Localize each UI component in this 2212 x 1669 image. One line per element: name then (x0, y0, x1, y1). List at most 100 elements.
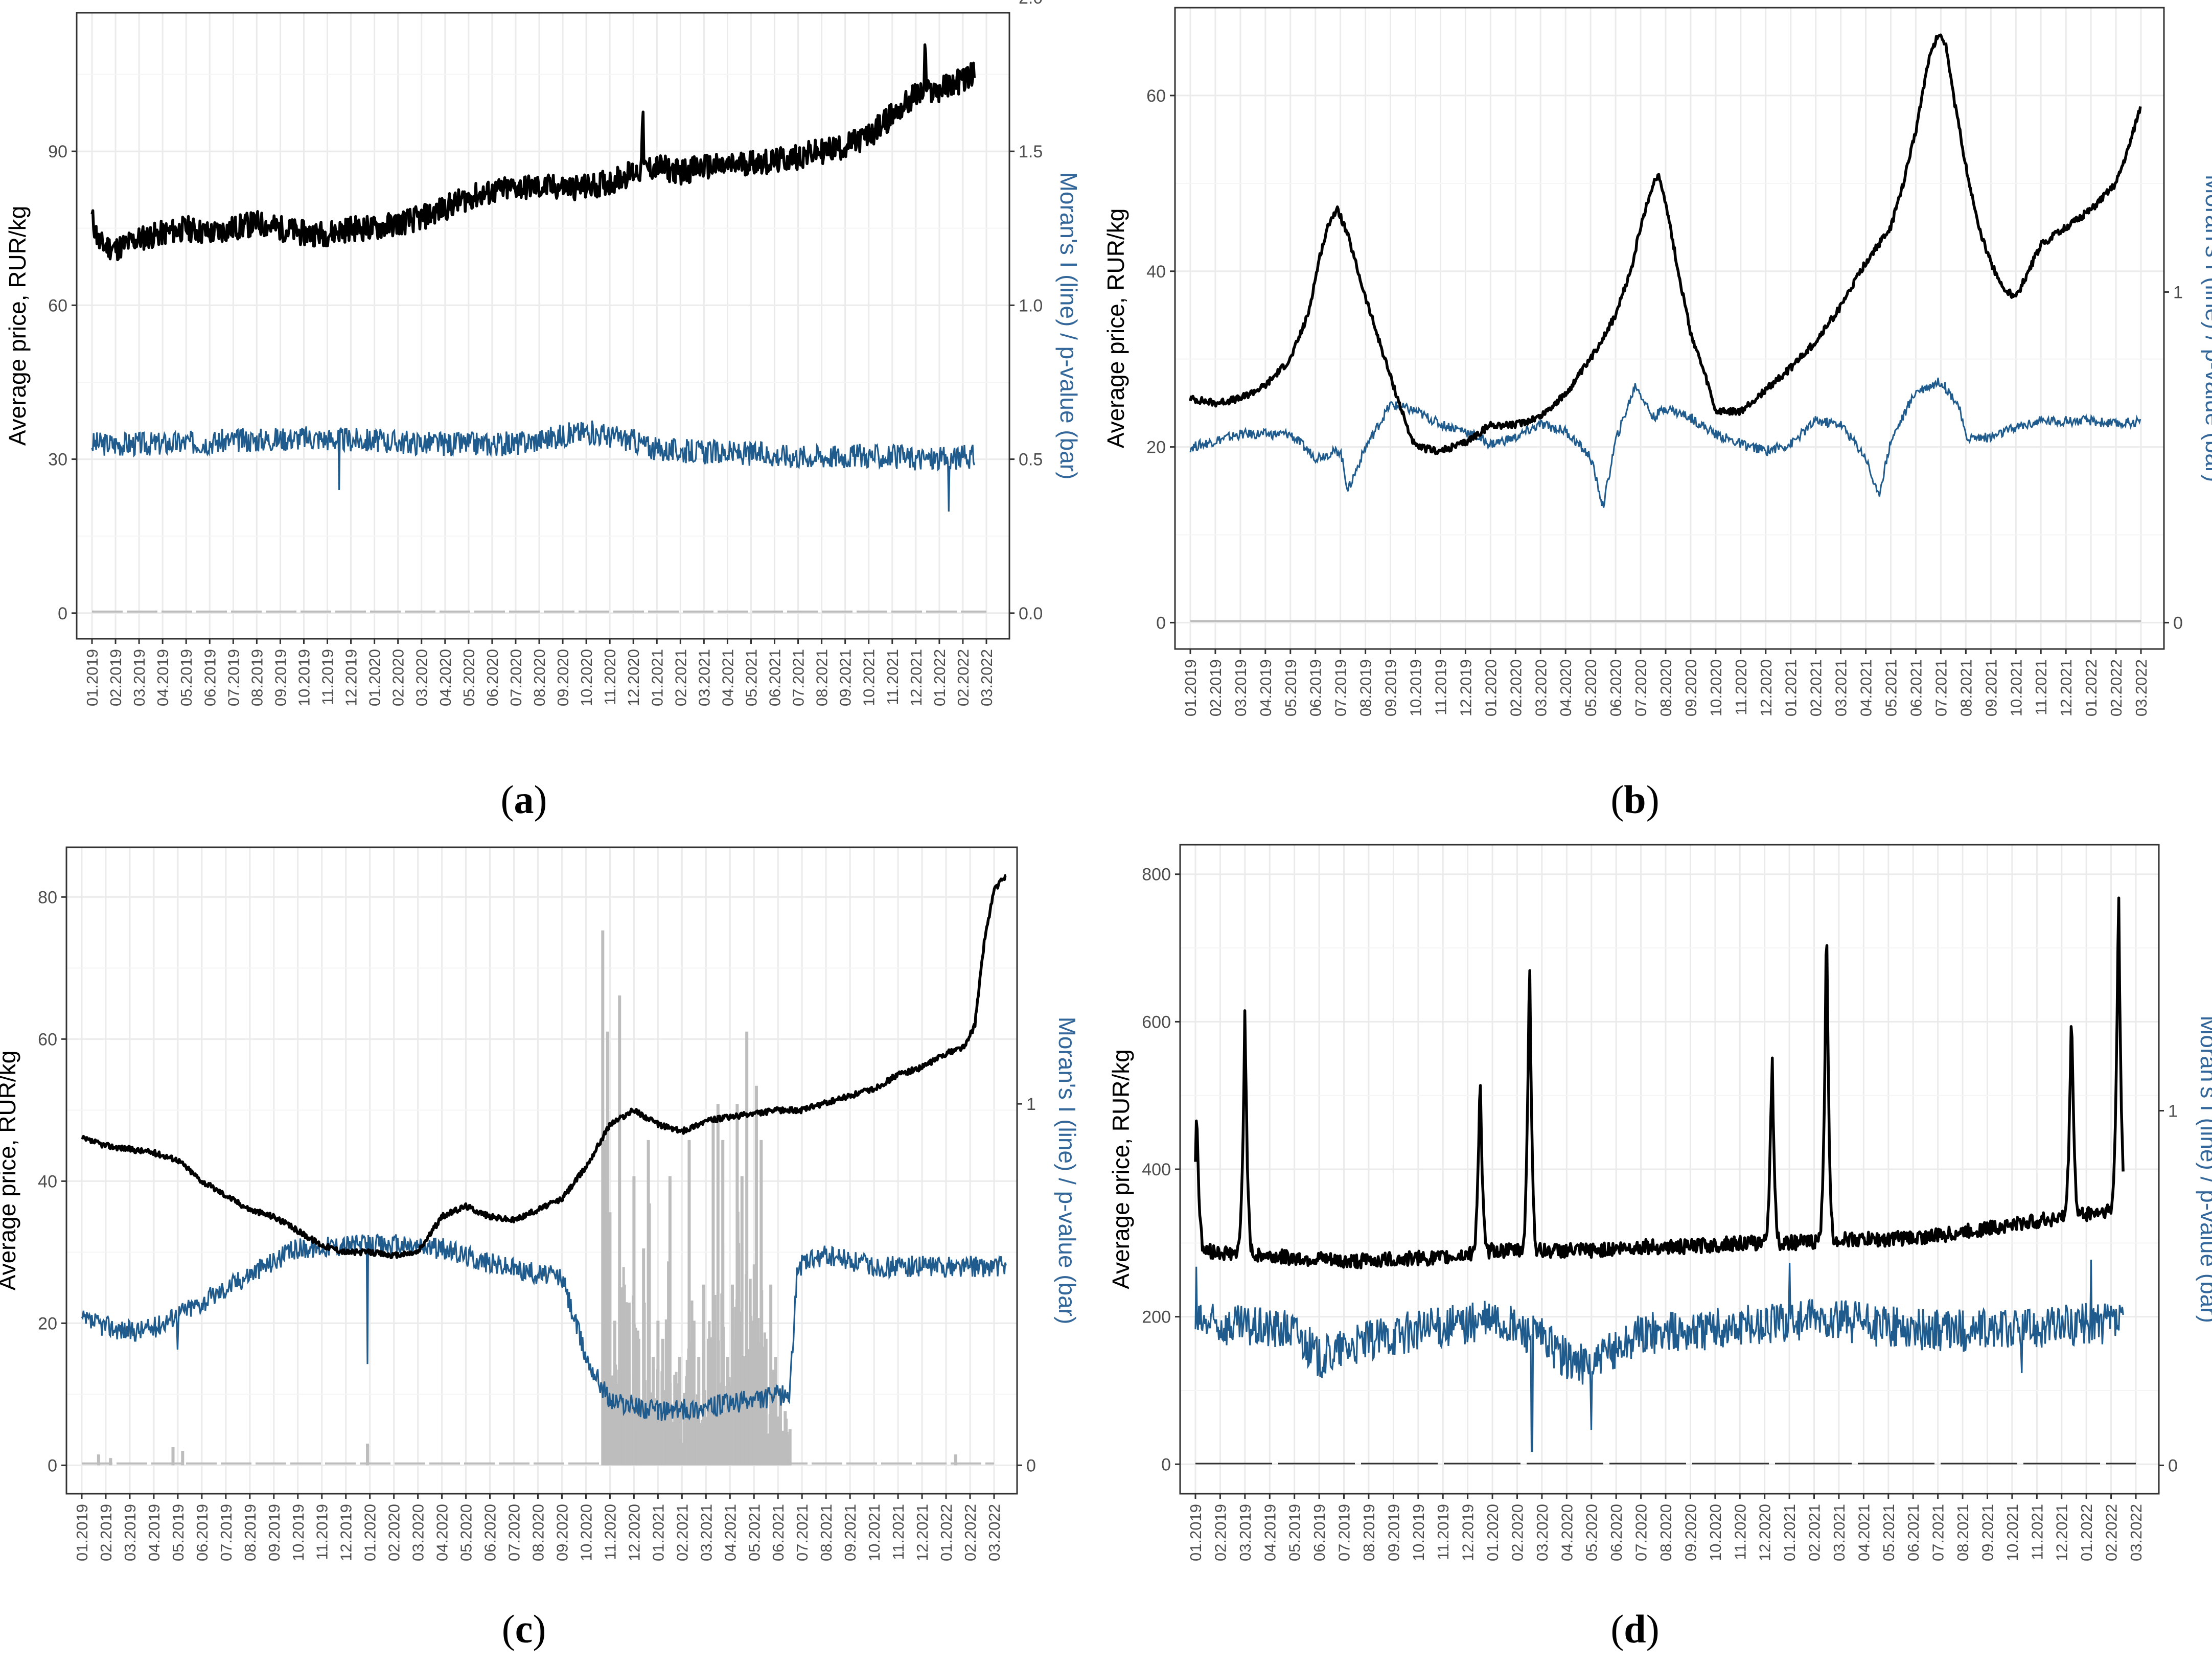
x-tick-label: 03.2020 (409, 1504, 427, 1561)
x-tick-label: 08.2019 (1360, 1504, 1378, 1561)
pvalue-bar (647, 1140, 650, 1466)
x-tick-label: 01.2020 (361, 1504, 379, 1561)
left-tick-label: 40 (38, 1172, 57, 1191)
x-tick-label: 08.2021 (817, 1504, 835, 1561)
x-tick-label: 11.2021 (2032, 659, 2050, 715)
x-tick-label: 07.2020 (505, 1504, 523, 1561)
x-tick-label: 02.2019 (1211, 1504, 1229, 1561)
x-tick-label: 10.2020 (578, 649, 595, 706)
x-tick-label: 09.2020 (1682, 659, 1700, 716)
x-tick-label: 03.2021 (697, 1504, 715, 1561)
pvalue-bar (651, 1357, 655, 1466)
price-line (1189, 33, 2142, 455)
x-tick-label: 04.2021 (1855, 1504, 1873, 1561)
x-tick-label: 04.2020 (436, 649, 454, 706)
x-tick-label: 06.2019 (1307, 659, 1325, 716)
pvalue-bar (728, 1377, 731, 1466)
x-tick-label: 08.2020 (531, 649, 548, 706)
x-tick-label: 05.2020 (1583, 1504, 1601, 1561)
pvalue-bar (735, 1104, 739, 1466)
x-tick-label: 06.2020 (481, 1504, 499, 1561)
pvalue-bar (606, 1031, 609, 1466)
pvalue-bar (954, 1454, 957, 1466)
x-tick-label: 07.2019 (1335, 1504, 1353, 1561)
x-tick-label: 01.2021 (648, 649, 666, 706)
x-tick-label: 04.2019 (1261, 1504, 1279, 1561)
x-tick-label: 05.2020 (460, 649, 478, 706)
left-axis-title: Average price, RUR/kg (1108, 1049, 1134, 1289)
panel-d: 0 200 400 600 800 0 1 01.2019 02.2019 03.2019 04.2… (1106, 834, 2212, 1669)
x-tick-label: 03.2022 (985, 1504, 1003, 1561)
pvalue-bar (618, 995, 621, 1466)
x-tick-label: 03.2020 (413, 649, 431, 706)
x-tick-label: 08.2019 (1357, 659, 1375, 716)
pvalue-bar (632, 1176, 636, 1466)
pvalue-bar (613, 1320, 616, 1466)
pvalue-bar (634, 1328, 637, 1466)
left-axis: 0 20 40 60 (1146, 86, 1175, 633)
x-tick-label: 03.2022 (2127, 1504, 2145, 1561)
pvalue-bar (675, 1383, 678, 1466)
x-tick-label: 11.2019 (319, 649, 337, 705)
pvalue-bar (759, 1140, 763, 1466)
x-tick-label: 05.2021 (745, 1504, 763, 1561)
x-axis: 01.2019 02.2019 03.2019 04.2019 05.2019 06.20… (1187, 1494, 2145, 1561)
caption-a: (a) (500, 777, 547, 822)
x-tick-label: 05.2019 (177, 649, 195, 706)
x-tick-label: 01.2022 (931, 649, 949, 706)
pvalue-bar (661, 1338, 664, 1466)
right-axis-title: Moran's I (line) / p-value (bar) (1055, 172, 1082, 480)
left-tick-label: 90 (48, 142, 67, 161)
pvalue-bar (716, 1104, 720, 1466)
x-tick-label: 04.2019 (1257, 659, 1275, 716)
right-tick-label: 1 (2168, 1101, 2178, 1121)
plot-background (66, 847, 1017, 1494)
pvalue-bar (683, 1393, 686, 1466)
pvalue-bar (608, 1212, 612, 1466)
plot-border (65, 846, 1018, 1495)
x-tick-label: 02.2020 (385, 1504, 403, 1561)
x-tick-label: 06.2021 (769, 1504, 787, 1561)
left-tick-label: 30 (48, 450, 67, 470)
x-tick-label: 03.2019 (1232, 659, 1250, 716)
pvalue-bar (711, 1122, 715, 1466)
x-tick-label: 07.2019 (1332, 659, 1350, 716)
x-tick-label: 11.2020 (1732, 659, 1750, 715)
pvalue-bar (664, 1319, 667, 1466)
left-axis: 0 200 400 600 800 (1142, 865, 1180, 1474)
x-axis: 01.2019 02.2019 03.2019 04.2019 05.2019 06.20… (83, 639, 996, 706)
pvalue-bar (365, 1443, 369, 1466)
left-tick-label: 400 (1142, 1160, 1171, 1179)
x-tick-label: 04.2021 (721, 1504, 739, 1561)
left-tick-label: 20 (38, 1314, 57, 1333)
pvalue-bar (97, 1454, 100, 1466)
right-axis-title: Moran's I (line) / p-value (bar) (1054, 1017, 1080, 1325)
left-axis: 0 20 40 60 80 (38, 888, 66, 1475)
x-tick-label: 03.2019 (1236, 1504, 1254, 1561)
x-axis: 01.2019 02.2019 03.2019 04.2019 05.2019 06.20… (1182, 649, 2150, 716)
x-tick-label: 03.2021 (1830, 1504, 1848, 1561)
x-tick-label: 03.2021 (695, 649, 713, 706)
right-tick-label: 2.0 (1019, 0, 1043, 8)
x-tick-label: 11.2020 (601, 1504, 619, 1560)
x-tick-label: 02.2019 (97, 1504, 115, 1561)
left-tick-label: 0 (1156, 613, 1166, 633)
x-tick-label: 10.2019 (1407, 659, 1425, 716)
price-line (90, 43, 976, 262)
pvalue-bar (713, 1294, 717, 1466)
grid (77, 13, 1009, 639)
x-tick-label: 05.2020 (1582, 659, 1600, 716)
right-tick-label: 1.0 (1019, 296, 1043, 315)
x-tick-label: 10.2019 (295, 649, 313, 706)
x-tick-label: 11.2020 (601, 649, 619, 705)
moran-line (1194, 1259, 2124, 1452)
x-tick-label: 04.2020 (1558, 1504, 1576, 1561)
left-tick-label: 80 (38, 888, 57, 907)
pvalue-bar (171, 1447, 175, 1466)
price-line (1194, 896, 2125, 1269)
x-tick-label: 08.2020 (529, 1504, 547, 1561)
x-tick-label: 12.2019 (342, 649, 360, 706)
